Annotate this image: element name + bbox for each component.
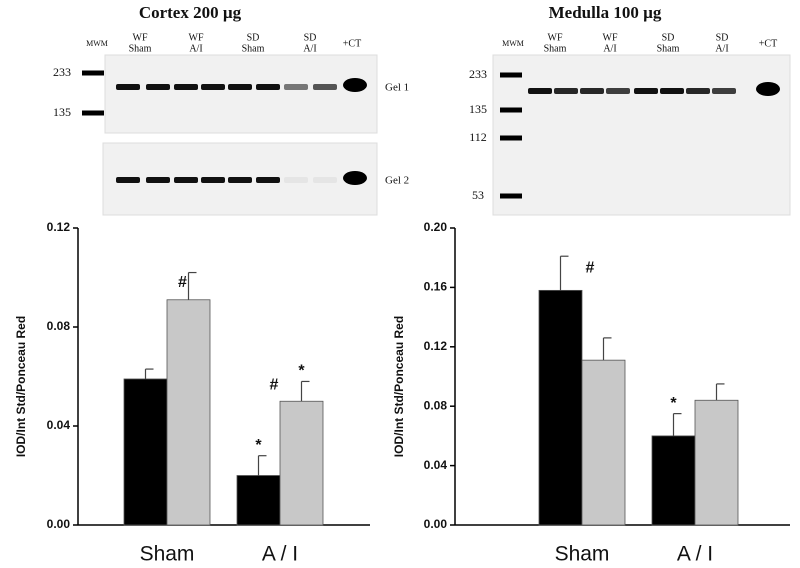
x-tick-label: Sham <box>140 543 195 566</box>
marker-label: 233 <box>53 65 71 79</box>
lane-label: Sham <box>544 43 567 54</box>
marker-band <box>82 110 104 116</box>
bar <box>694 399 739 526</box>
lane-label: A/I <box>715 43 728 54</box>
gel-band <box>201 177 225 183</box>
marker-label: 53 <box>472 188 484 202</box>
y-tick-label: 0.08 <box>424 398 448 412</box>
annotation: # <box>178 274 187 291</box>
gel-band <box>174 84 198 90</box>
gel-band <box>606 88 630 94</box>
gel-band <box>174 177 198 183</box>
y-tick-label: 0.00 <box>424 517 448 531</box>
bar <box>279 400 324 526</box>
gel-band <box>116 84 140 90</box>
lane-label: WF <box>133 32 148 43</box>
marker-band <box>500 107 522 113</box>
gel-band <box>201 84 225 90</box>
gel-band <box>756 82 780 96</box>
gel-band <box>146 84 170 90</box>
gel-band <box>228 84 252 90</box>
gel-band <box>712 88 736 94</box>
marker-band <box>500 72 522 78</box>
lane-label: +CT <box>759 38 777 49</box>
gel-band <box>116 177 140 183</box>
gel-band <box>256 177 280 183</box>
y-tick-label: 0.12 <box>47 220 71 234</box>
marker-label: 233 <box>469 67 487 81</box>
x-tick-label: A / I <box>677 543 713 566</box>
gel-label: Gel 2 <box>385 175 409 187</box>
chart-title: Medulla 100 µg <box>549 3 662 22</box>
lane-label: Sham <box>129 43 152 54</box>
marker-label: 112 <box>469 130 487 144</box>
gel-band <box>256 84 280 90</box>
annotation: # <box>270 377 279 394</box>
lane-label: WF <box>189 32 204 43</box>
gel-band <box>343 78 367 92</box>
bar <box>538 289 583 526</box>
lane-label: A/I <box>603 43 616 54</box>
y-tick-label: 0.12 <box>424 339 448 353</box>
marker-label: 135 <box>53 105 71 119</box>
lane-label: WF <box>548 32 563 43</box>
gel-band <box>313 177 337 183</box>
gel-band <box>313 84 337 90</box>
lane-label: SD <box>247 32 260 43</box>
marker-band <box>82 70 104 76</box>
gel-band <box>343 171 367 185</box>
lane-label: SD <box>304 32 317 43</box>
gel-band <box>284 84 308 90</box>
lane-label: SD <box>662 32 675 43</box>
marker-label: 135 <box>469 102 487 116</box>
lane-label: Sham <box>242 43 265 54</box>
marker-band <box>500 135 522 141</box>
gel-image <box>492 54 791 216</box>
y-axis-label: IOD/Int Std/Ponceau Red <box>392 316 406 457</box>
lane-label: MWM <box>502 39 524 48</box>
lane-label: Sham <box>657 43 680 54</box>
annotation: * <box>255 437 262 454</box>
y-tick-label: 0.08 <box>47 319 71 333</box>
bar <box>236 475 281 526</box>
x-tick-label: A / I <box>262 543 298 566</box>
bar <box>581 359 626 526</box>
y-axis-label: IOD/Int Std/Ponceau Red <box>14 316 28 457</box>
gel-band <box>554 88 578 94</box>
lane-label: SD <box>716 32 729 43</box>
gel-band <box>686 88 710 94</box>
y-tick-label: 0.04 <box>424 458 448 472</box>
gel-band <box>228 177 252 183</box>
y-tick-label: 0.20 <box>424 220 448 234</box>
gel-band <box>580 88 604 94</box>
annotation: # <box>586 259 595 276</box>
chart-title: Cortex 200 µg <box>139 3 242 22</box>
gel-band <box>634 88 658 94</box>
gel-band <box>660 88 684 94</box>
lane-label: A/I <box>303 43 316 54</box>
gel-band <box>146 177 170 183</box>
lane-label: A/I <box>189 43 202 54</box>
y-tick-label: 0.16 <box>424 280 448 294</box>
x-tick-label: Sham <box>555 543 610 566</box>
marker-band <box>500 193 522 199</box>
annotation: * <box>298 363 305 380</box>
gel-band <box>528 88 552 94</box>
bar <box>651 435 696 526</box>
annotation: * <box>670 395 677 412</box>
lane-label: MWM <box>86 39 108 48</box>
bar <box>123 378 168 526</box>
gel-band <box>284 177 308 183</box>
lane-label: WF <box>603 32 618 43</box>
gel-label: Gel 1 <box>385 82 409 94</box>
y-tick-label: 0.04 <box>47 418 71 432</box>
bar <box>166 299 211 526</box>
gel-image <box>104 54 378 134</box>
lane-label: +CT <box>343 38 361 49</box>
y-tick-label: 0.00 <box>47 517 71 531</box>
